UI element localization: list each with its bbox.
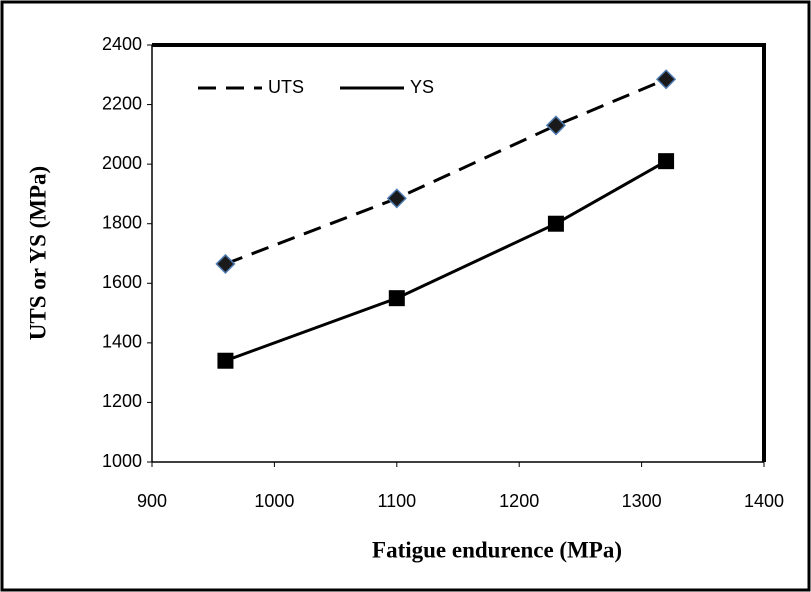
marker-diamond xyxy=(215,253,236,274)
legend-label: UTS xyxy=(268,77,304,97)
y-tick-label: 2400 xyxy=(102,34,142,54)
y-tick-label: 1600 xyxy=(102,272,142,292)
y-axis-title: UTS or YS (MPa) xyxy=(25,166,50,340)
x-tick-label: 1100 xyxy=(377,491,416,511)
x-axis-title: Fatigue endurence (MPa) xyxy=(372,537,622,562)
marker-diamond xyxy=(656,69,677,90)
x-tick-label: 900 xyxy=(137,491,167,511)
y-tick-label: 2000 xyxy=(102,153,142,173)
x-tick-label: 1400 xyxy=(744,491,784,511)
x-tick-label: 1200 xyxy=(499,491,539,511)
series-line xyxy=(224,77,667,266)
legend-label: YS xyxy=(410,77,434,97)
marker-square xyxy=(388,290,405,307)
y-tick-label: 1200 xyxy=(102,391,142,411)
series-line xyxy=(224,159,667,363)
marker-diamond xyxy=(386,188,407,209)
marker-square xyxy=(547,215,564,232)
x-tick-label: 1300 xyxy=(622,491,662,511)
y-tick-label: 1000 xyxy=(102,451,142,471)
marker-diamond xyxy=(545,115,566,136)
marker-square xyxy=(217,352,234,369)
y-tick-label: 1800 xyxy=(102,212,142,232)
y-tick-label: 2200 xyxy=(102,93,142,113)
x-tick-label: 1000 xyxy=(254,491,294,511)
marker-square xyxy=(658,153,675,170)
y-tick-label: 1400 xyxy=(102,332,142,352)
